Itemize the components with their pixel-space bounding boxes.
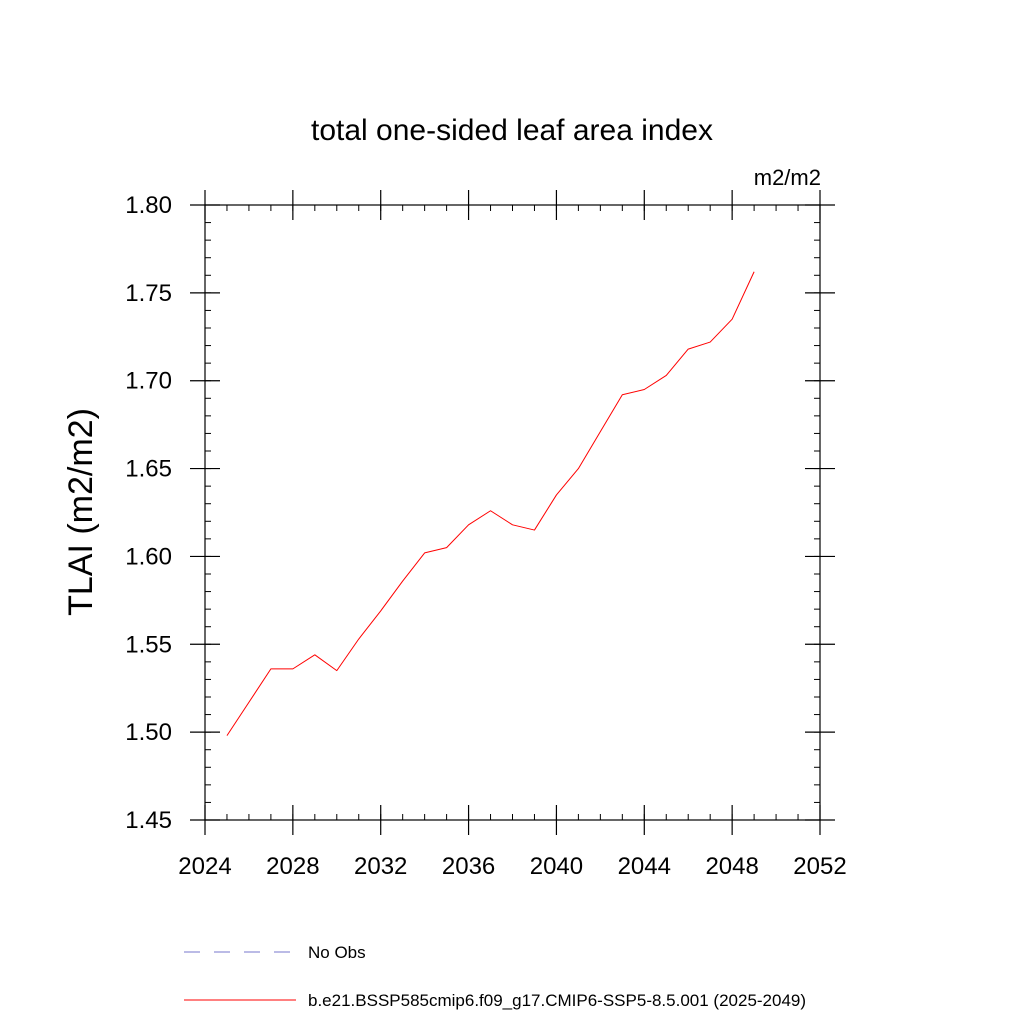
- units-label: m2/m2: [754, 165, 821, 190]
- y-tick-label: 1.80: [125, 192, 172, 219]
- plot-frame: [204, 204, 821, 821]
- x-tick-label: 2032: [354, 853, 407, 880]
- y-axis-label: TLAI (m2/m2): [62, 408, 100, 616]
- x-tick-label: 2048: [705, 853, 758, 880]
- y-tick-label: 1.60: [125, 543, 172, 570]
- series-layer: [226, 271, 755, 736]
- x-tick-label: 2040: [530, 853, 583, 880]
- chart-title: total one-sided leaf area index: [311, 114, 713, 147]
- y-tick-label: 1.65: [125, 456, 172, 483]
- x-tick-label: 2036: [442, 853, 495, 880]
- legend-label: b.e21.BSSP585cmip6.f09_g17.CMIP6-SSP5-8.…: [308, 991, 806, 1010]
- y-tick-label: 1.70: [125, 368, 172, 395]
- y-tick-label: 1.55: [125, 631, 172, 658]
- x-tick-label: 2044: [618, 853, 671, 880]
- axis-tick-labels: 2024 2028 2032 2036 2040 2044 2048 2052 1.45 1.50…: [125, 192, 846, 880]
- series-line: [226, 271, 755, 736]
- legend-label: No Obs: [308, 943, 366, 962]
- legend: No Obs b.e21.BSSP585cmip6.f09_g17.CMIP6-S…: [184, 943, 806, 1010]
- axis-ticks: [190, 190, 835, 835]
- y-tick-label: 1.45: [125, 807, 172, 834]
- y-tick-label: 1.75: [125, 280, 172, 307]
- x-tick-label: 2052: [793, 853, 846, 880]
- x-tick-label: 2028: [266, 853, 319, 880]
- x-tick-label: 2024: [178, 853, 231, 880]
- y-tick-label: 1.50: [125, 719, 172, 746]
